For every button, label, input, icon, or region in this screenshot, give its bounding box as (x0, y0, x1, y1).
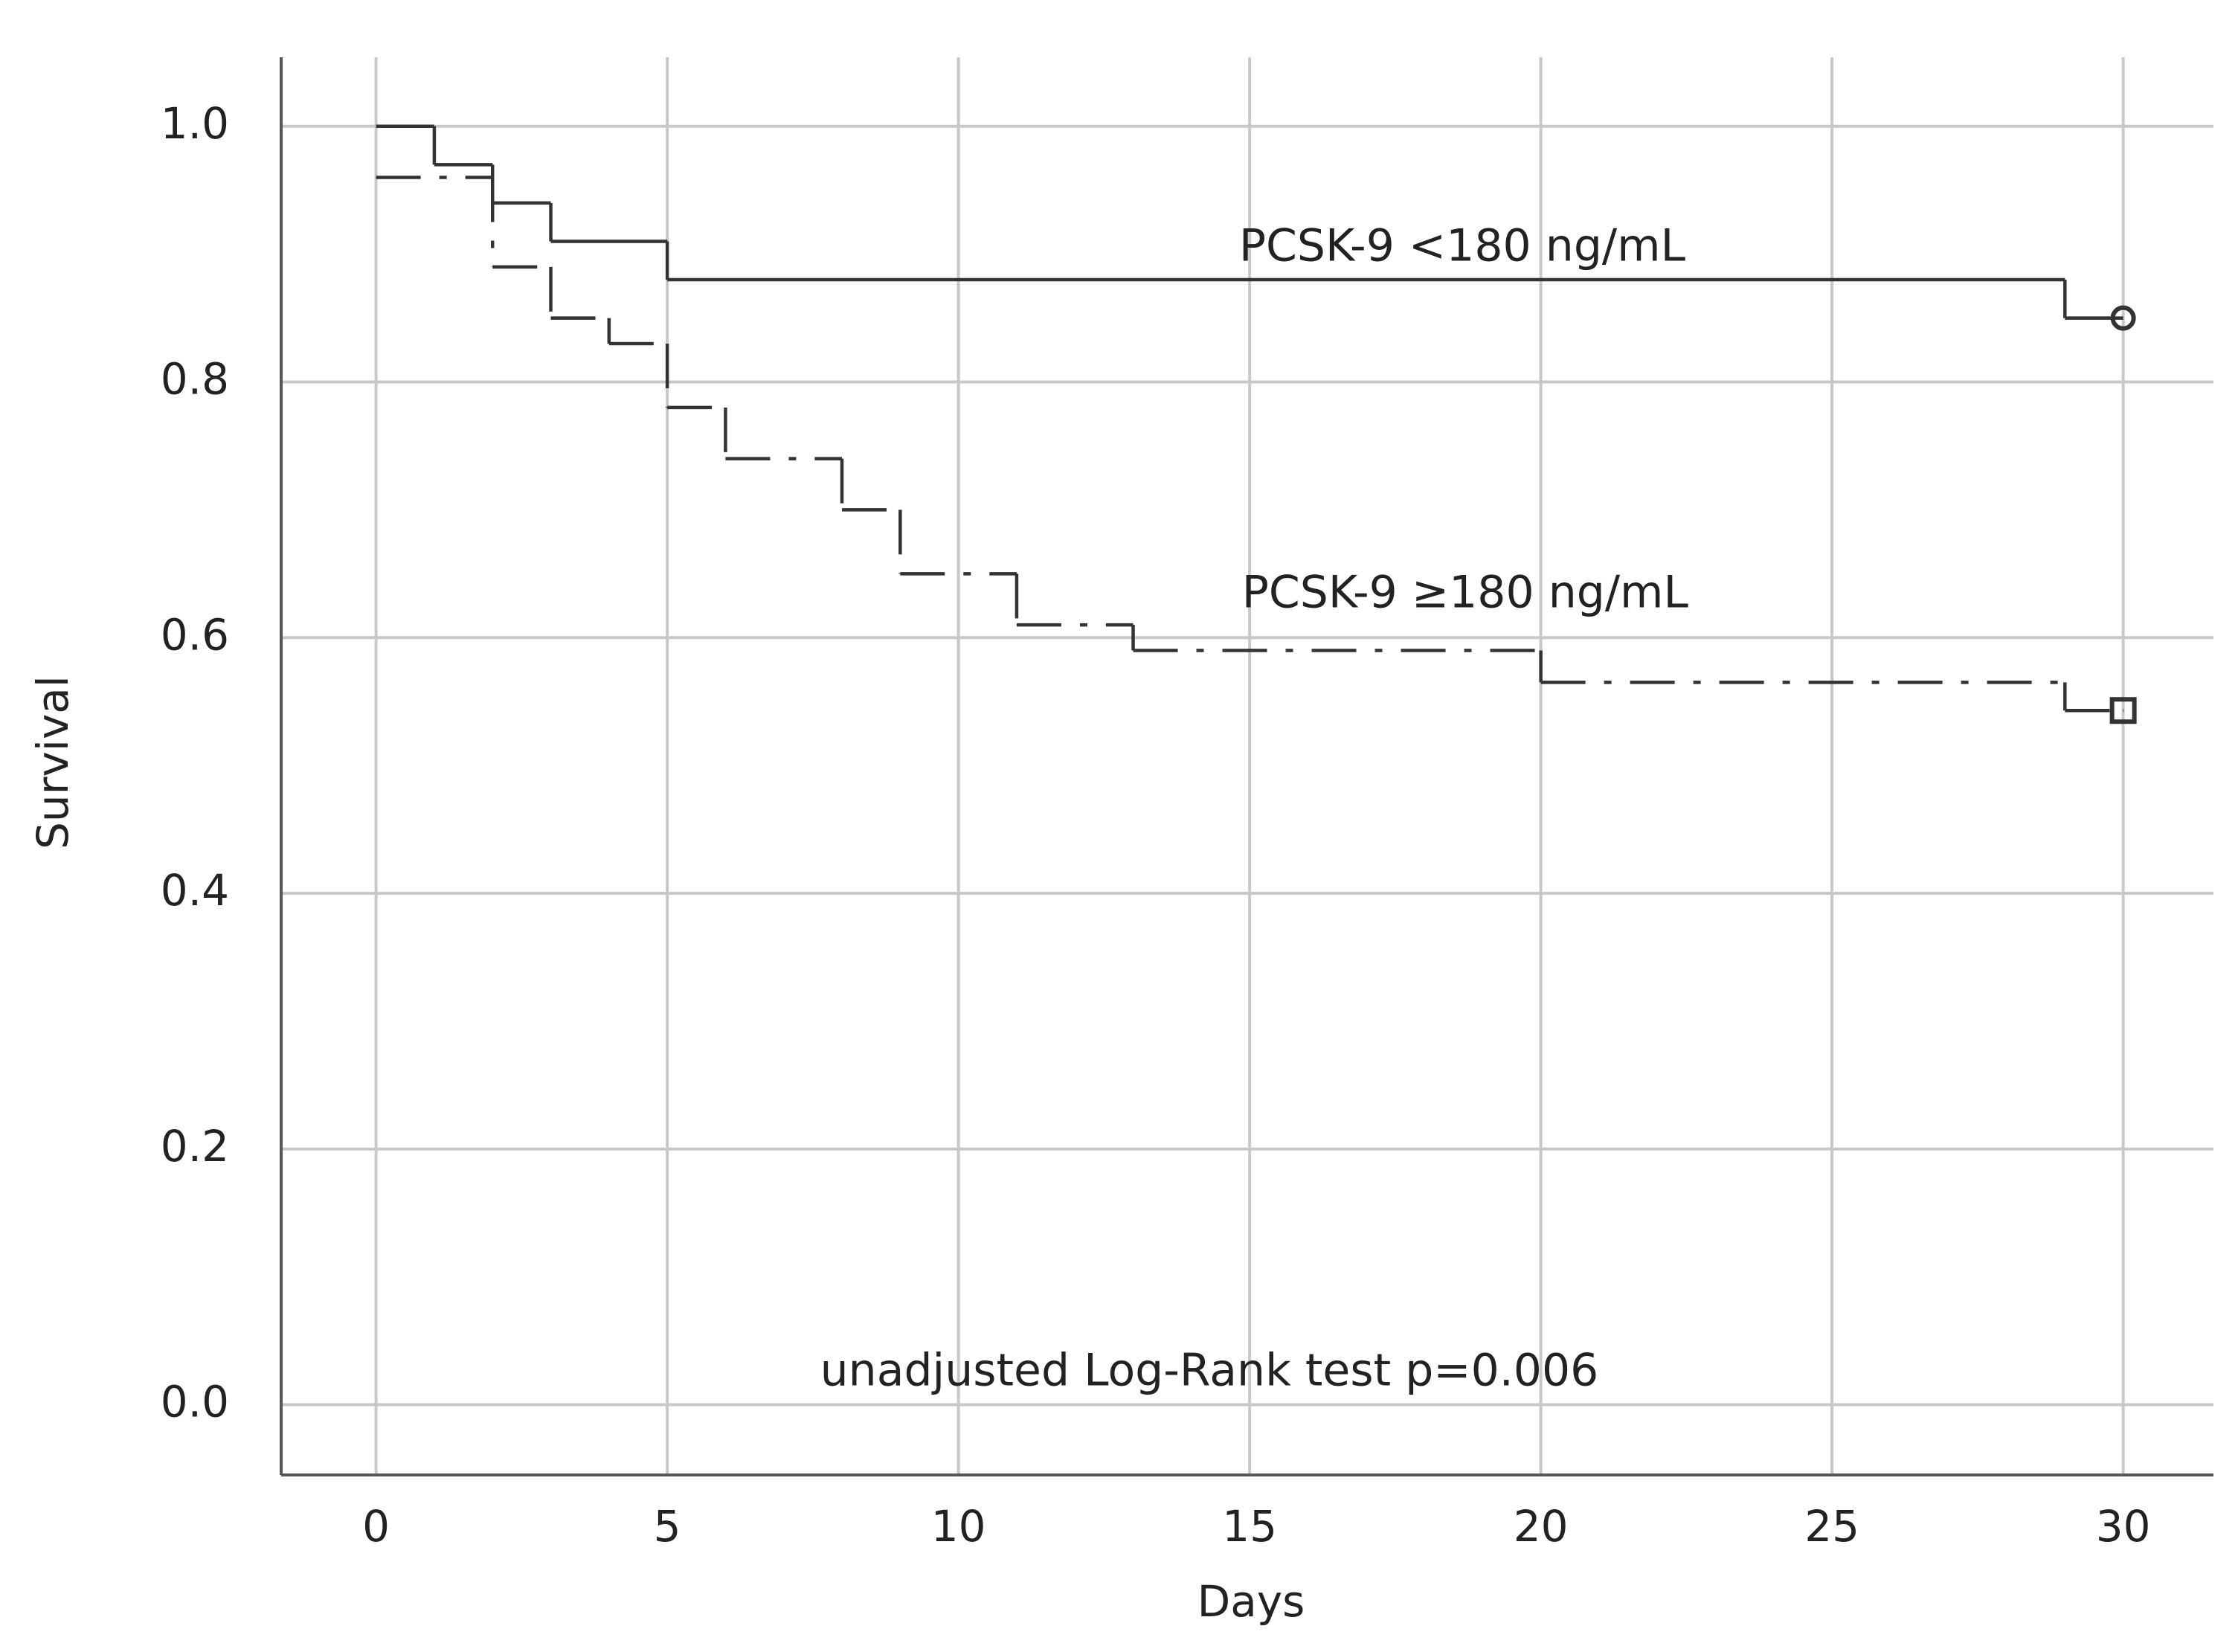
y-tick-label: 0.8 (161, 354, 229, 405)
x-tick-label: 10 (931, 1501, 986, 1552)
series-label: PCSK-9 <180 ng/mL (1239, 220, 1686, 272)
censor-marker (2110, 305, 2136, 331)
x-tick-label: 15 (1222, 1501, 1277, 1552)
x-tick-label: 25 (1804, 1501, 1859, 1552)
x-tick-label: 30 (2096, 1501, 2151, 1552)
x-tick-label: 5 (654, 1501, 681, 1552)
censor-marker (2109, 697, 2137, 724)
x-tick-label: 20 (1514, 1501, 1569, 1552)
x-axis-title: Days (1197, 1576, 1305, 1627)
y-tick-label: 0.6 (161, 609, 229, 660)
y-tick-label: 1.0 (161, 98, 229, 149)
y-tick-label: 0.4 (161, 865, 229, 916)
y-axis-title: Survival (28, 675, 78, 849)
series-label: PCSK-9 ≥180 ng/mL (1242, 567, 1689, 619)
x-tick-label: 0 (362, 1501, 390, 1552)
y-tick-label: 0.0 (161, 1377, 229, 1427)
annotation: unadjusted Log-Rank test p=0.006 (820, 1345, 1599, 1397)
y-tick-label: 0.2 (161, 1121, 229, 1171)
